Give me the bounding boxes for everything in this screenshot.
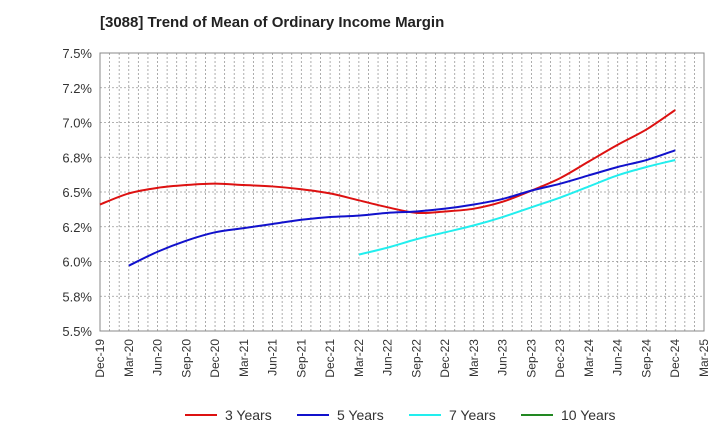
- y-tick-label: 7.5%: [62, 46, 92, 61]
- legend-label: 10 Years: [561, 407, 616, 423]
- x-tick-label: Mar-20: [122, 339, 136, 377]
- x-tick-label: Mar-24: [582, 339, 596, 377]
- y-tick-label: 6.8%: [62, 150, 92, 165]
- series-line-7-years: [358, 159, 676, 256]
- legend-label: 5 Years: [337, 407, 384, 423]
- plot-frame: [99, 52, 705, 332]
- x-tick-label: Dec-22: [438, 339, 452, 378]
- legend-label: 3 Years: [225, 407, 272, 423]
- y-tick-label: 7.0%: [62, 116, 92, 131]
- y-tick-label: 7.2%: [62, 81, 92, 96]
- legend-label: 7 Years: [449, 407, 496, 423]
- x-tick-label: Sep-24: [639, 339, 653, 378]
- x-tick-label: Dec-21: [323, 339, 337, 378]
- x-tick-label: Mar-25: [697, 339, 711, 377]
- y-tick-label: 6.5%: [62, 185, 92, 200]
- x-tick-label: Jun-24: [611, 339, 625, 376]
- series-line-5-years: [128, 149, 676, 267]
- x-tick-label: Dec-20: [208, 339, 222, 378]
- x-tick-label: Mar-22: [352, 339, 366, 377]
- x-tick-label: Sep-22: [409, 339, 423, 378]
- x-tick-label: Jun-21: [266, 339, 280, 376]
- x-tick-label: Dec-19: [93, 339, 107, 378]
- chart-title: [3088] Trend of Mean of Ordinary Income …: [100, 14, 445, 31]
- x-tick-label: Dec-23: [553, 339, 567, 378]
- x-tick-label: Jun-20: [151, 339, 165, 376]
- x-tick-label: Jun-23: [496, 339, 510, 376]
- y-tick-label: 5.5%: [62, 324, 92, 339]
- y-tick-label: 6.2%: [62, 220, 92, 235]
- y-tick-label: 5.8%: [62, 289, 92, 304]
- y-tick-label: 6.0%: [62, 255, 92, 270]
- x-tick-label: Mar-23: [467, 339, 481, 377]
- x-tick-label: Sep-21: [294, 339, 308, 378]
- x-tick-label: Jun-22: [381, 339, 395, 376]
- x-tick-label: Sep-23: [524, 339, 538, 378]
- x-tick-label: Mar-21: [237, 339, 251, 377]
- x-tick-label: Dec-24: [668, 339, 682, 378]
- series-line-3-years: [99, 109, 676, 215]
- x-tick-label: Sep-20: [179, 339, 193, 378]
